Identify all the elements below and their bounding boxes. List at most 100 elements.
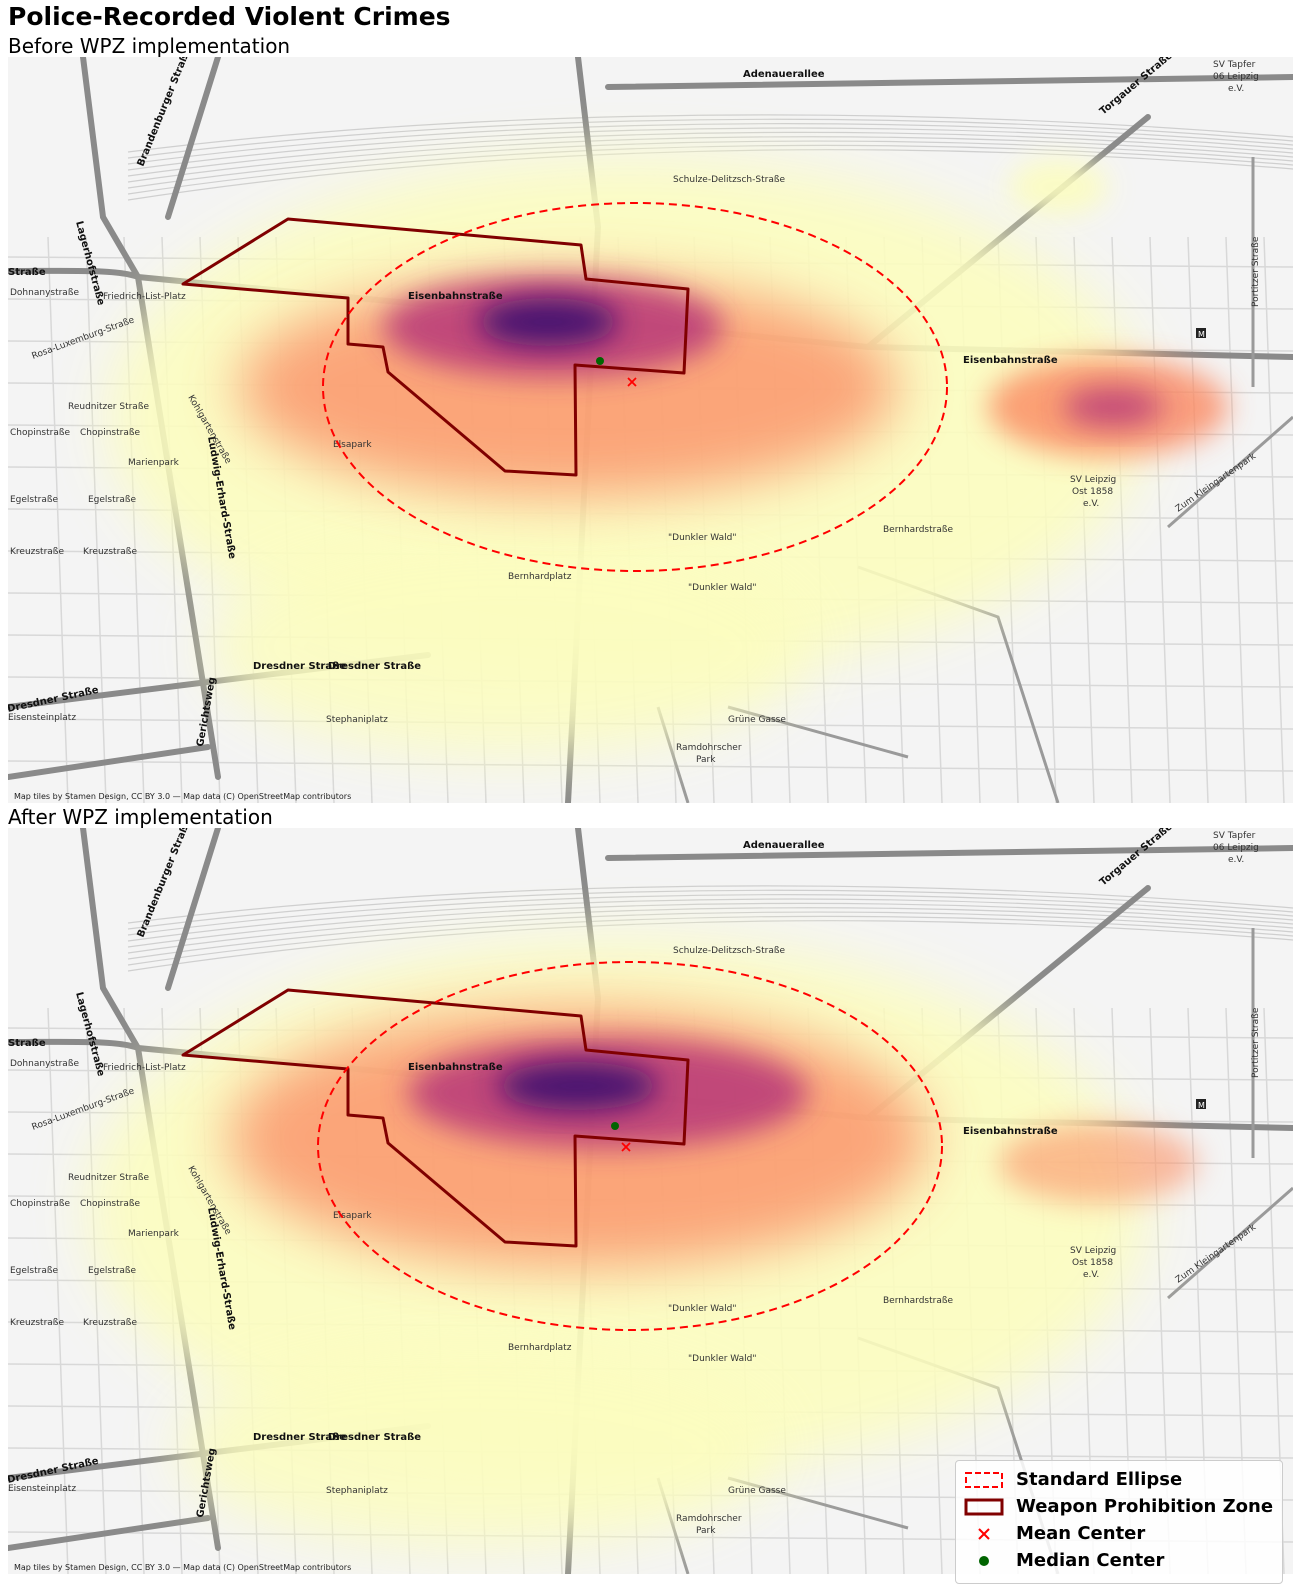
panel-after-subtitle: After WPZ implementation [8,805,273,829]
street [8,760,1293,772]
street-label: SV Tapfer [1213,60,1256,70]
street-label: Reudnitzer Straße [68,1173,149,1183]
adenauerallee [605,845,1293,861]
street-label: Eisensteinplatz [8,713,76,723]
dresdner-street-2 [8,744,211,780]
kde-low [1008,159,1108,215]
street-label: Adenauerallee [743,840,825,851]
street-label: Bernhardplatz [508,1343,572,1353]
street-label: Stephaniplatz [326,1486,388,1496]
street-label: Grüne Gasse [728,1486,786,1496]
street-label: Elsapark [333,1211,372,1221]
street-label: Eisenbahnstraße [408,1062,503,1073]
street-label: Chopinstraße [80,1199,141,1209]
kde-low [208,537,808,757]
railway-line [127,898,1293,942]
street-label: Straße [8,1038,46,1049]
street [727,1476,909,1530]
street-label: Dresdner Straße [328,1432,421,1443]
street-label: Dresdner Straße [253,661,346,672]
street-label: Ramdohrscher [676,1514,742,1524]
street [1149,236,1171,803]
map-panel-before: Adenauerallee SV Tapfer 06 Leipzig e.V. Torg… [8,57,1293,803]
street [123,236,145,803]
map-attribution: Map tiles by Stamen Design, CC BY 3.0 — … [14,792,352,801]
railway-line [127,889,1293,930]
kde-heatmap [108,157,1228,757]
street [1263,236,1285,803]
kde-high [1063,387,1163,427]
railway-line [127,902,1293,948]
street-label: e.V. [1083,1270,1099,1280]
legend-item-wpz: Weapon Prohibition Zone [964,1494,1276,1520]
street-label: Dohnanystraße [10,1059,79,1069]
street-label: Park [696,755,716,765]
street-label: Eisenbahnstraße [408,291,503,302]
zum-kleingartenpark [1167,415,1293,529]
street-label: Stephaniplatz [326,715,388,725]
adenauerallee [605,74,1293,90]
railway-line [127,907,1293,954]
street-label: Eisenbahnstraße [963,355,1058,366]
kde-peak [478,298,618,346]
legend-label: Mean Center [1016,1523,1146,1544]
railway-line [127,144,1293,195]
map-panel-after: Adenauerallee SV Tapfer 06 Leipzig e.V. Torg… [8,828,1293,1574]
mean-center [621,1142,631,1152]
railway-line [127,140,1293,189]
metro-label: M [1198,1101,1205,1110]
street-label: Elsapark [333,440,372,450]
street-label: "Dunkler Wald" [688,1354,756,1364]
street-label: 06 Leipzig [1213,843,1259,853]
street-label: Dohnanystraße [10,288,79,298]
weapon-prohibition-zone [181,988,690,1248]
street-label: Ost 1858 [1072,487,1113,497]
street-label: Bernhardstraße [883,1296,954,1306]
railway-line [127,915,1293,966]
kde-mid [998,1123,1198,1203]
street-label: Egelstraße [88,495,137,505]
street [1187,236,1209,803]
street-label: Egelstraße [88,1266,137,1276]
zum-kleingartenpark [1167,1186,1293,1300]
mean-center [627,377,637,387]
street [85,236,107,803]
street-label: Schulze-Delitzsch-Straße [673,175,786,185]
map-legend: Standard Ellipse Weapon Prohibition Zone… [955,1460,1283,1584]
kde-peak [498,1062,658,1110]
street-label: Grüne Gasse [728,715,786,725]
railway-line [127,123,1293,165]
legend-item-mean: Mean Center [964,1521,1276,1547]
street-label: Straße [8,267,46,278]
railway-line [127,131,1293,177]
street-label: Portitzer Straße [1251,236,1261,307]
street-label: Eisenbahnstraße [963,1126,1058,1137]
street-label: Kreuzstraße [10,547,64,557]
figure-title: Police-Recorded Violent Crimes [8,2,451,31]
street [47,1007,69,1574]
street [1225,236,1247,803]
dot-marker-icon [979,1556,989,1566]
legend-item-median: Median Center [964,1548,1276,1574]
legend-label: Median Center [1016,1550,1165,1571]
railway-line [127,127,1293,171]
street-label: e.V. [1083,499,1099,509]
street-label: Chopinstraße [10,428,71,438]
street-label: Park [696,1526,716,1536]
cross-marker-icon [978,1528,990,1540]
railway-line [127,911,1293,960]
street-label: Egelstraße [10,1266,59,1276]
street-label: e.V. [1228,855,1244,865]
street-label: Eisensteinplatz [8,1484,76,1494]
railway-line [127,136,1293,183]
solid-rect-icon [964,1498,1004,1516]
railway-line [127,885,1293,924]
street-label: Friedrich-List-Platz [103,1063,186,1073]
street-label: e.V. [1228,84,1244,94]
street-label: Dresdner Straße [253,1432,346,1443]
street-label: Portitzer Straße [1251,1007,1261,1078]
railway-line [127,118,1293,159]
standard-ellipse [322,202,948,572]
